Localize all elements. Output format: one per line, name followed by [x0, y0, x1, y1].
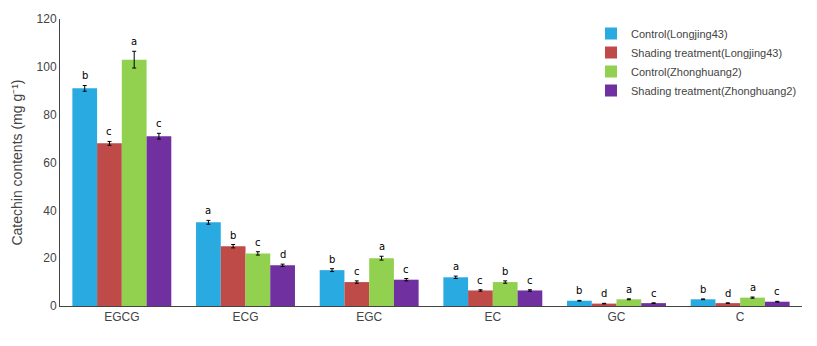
svg-text:b: b [329, 254, 335, 265]
svg-text:a: a [453, 261, 459, 272]
svg-text:c: c [354, 266, 360, 277]
svg-text:c: c [403, 264, 409, 275]
svg-text:c: c [651, 288, 657, 299]
svg-text:b: b [82, 70, 88, 81]
svg-text:Catechin contents (mg g⁻¹): Catechin contents (mg g⁻¹) [9, 79, 25, 245]
svg-text:EGC: EGC [356, 310, 382, 324]
svg-text:c: c [527, 275, 533, 286]
svg-text:EC: EC [484, 310, 501, 324]
svg-text:b: b [502, 266, 508, 277]
svg-text:Control(Zhonghuang2): Control(Zhonghuang2) [631, 66, 742, 78]
svg-text:0: 0 [50, 299, 57, 313]
svg-text:b: b [576, 285, 582, 296]
svg-text:GC: GC [608, 310, 626, 324]
svg-text:c: c [477, 275, 483, 286]
svg-text:b: b [230, 230, 236, 241]
svg-text:100: 100 [37, 60, 57, 74]
svg-text:d: d [280, 249, 286, 260]
svg-text:a: a [626, 284, 632, 295]
svg-text:ECG: ECG [232, 310, 258, 324]
svg-text:120: 120 [37, 12, 57, 26]
svg-text:a: a [750, 282, 756, 293]
svg-text:c: c [106, 126, 112, 137]
svg-text:d: d [725, 288, 731, 299]
svg-text:a: a [205, 205, 211, 216]
svg-text:a: a [379, 241, 385, 252]
svg-text:Shading treatment(Longjing43): Shading treatment(Longjing43) [631, 47, 782, 59]
svg-text:Control(Longjing43): Control(Longjing43) [631, 28, 728, 40]
svg-text:C: C [736, 310, 745, 324]
svg-text:20: 20 [43, 251, 57, 265]
svg-text:EGCG: EGCG [104, 310, 139, 324]
svg-text:80: 80 [43, 108, 57, 122]
svg-text:Shading treatment(Zhonghuang2): Shading treatment(Zhonghuang2) [631, 85, 796, 97]
svg-text:c: c [774, 286, 780, 297]
svg-text:a: a [131, 36, 137, 47]
svg-text:60: 60 [43, 156, 57, 170]
svg-text:d: d [601, 288, 607, 299]
svg-text:c: c [255, 237, 261, 248]
svg-text:b: b [700, 284, 706, 295]
svg-text:c: c [156, 118, 162, 129]
svg-text:40: 40 [43, 204, 57, 218]
